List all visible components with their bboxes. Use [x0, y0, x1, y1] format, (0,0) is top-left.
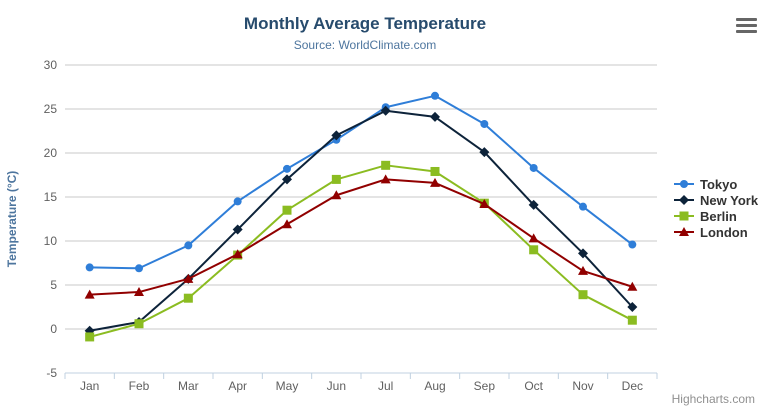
legend-label-london: London [700, 224, 748, 240]
x-axis-label-aug: Aug [424, 379, 445, 393]
new-york-legend-symbol [679, 195, 689, 205]
hamburger-menu-icon [734, 18, 758, 33]
london-point-sep[interactable] [479, 199, 490, 209]
london-point-mar[interactable] [183, 273, 194, 283]
new-york-point-nov[interactable] [578, 248, 588, 259]
legend-item-berlin[interactable]: Berlin [673, 208, 758, 224]
tokyo-point-jan[interactable] [85, 263, 94, 272]
legend-item-new-york[interactable]: New York [673, 192, 758, 208]
x-axis-label-dec: Dec [622, 379, 643, 393]
chart-subtitle: Source: WorldClimate.com [293, 38, 437, 52]
tokyo-point-nov[interactable] [579, 202, 587, 211]
berlin-point-aug[interactable] [430, 166, 440, 176]
y-axis-tick-label: 20 [44, 146, 58, 160]
y-axis-tick-label: 15 [44, 190, 58, 204]
berlin-point-nov[interactable] [578, 290, 588, 300]
x-axis-label-mar: Mar [178, 379, 199, 393]
tokyo-point-apr[interactable] [233, 197, 242, 206]
tokyo-point-aug[interactable] [431, 91, 439, 100]
chart-title: Monthly Average Temperature [243, 14, 487, 33]
legend-label-berlin: Berlin [700, 208, 737, 224]
new-york-point-apr[interactable] [232, 224, 243, 235]
x-axis-label-nov: Nov [572, 379, 593, 393]
london-point-jul[interactable] [380, 174, 391, 184]
y-axis-tick-label: 5 [50, 278, 57, 292]
london-point-apr[interactable] [232, 249, 243, 259]
berlin-line [88, 164, 634, 338]
new-york-point-sep[interactable] [479, 147, 490, 158]
london-point-oct[interactable] [528, 233, 539, 243]
new-york-point-dec[interactable] [627, 302, 638, 312]
new-york-diamond-legend-marker-icon [674, 195, 694, 205]
london-point-aug[interactable] [430, 177, 440, 187]
tokyo-point-mar[interactable] [184, 241, 193, 250]
chart-context-menu-button[interactable] [734, 17, 758, 37]
x-axis-label-oct: Oct [524, 379, 543, 393]
x-axis-label-feb: Feb [129, 379, 150, 393]
tokyo-legend-symbol [680, 180, 688, 188]
legend-item-tokyo[interactable]: Tokyo [673, 176, 758, 192]
y-axis-tick-label: 0 [50, 322, 57, 336]
london-point-jan[interactable] [84, 289, 95, 299]
london-point-may[interactable] [282, 219, 292, 229]
y-axis-tick-label: -5 [46, 366, 57, 380]
berlin-square-legend-marker-icon [674, 211, 694, 221]
berlin-point-oct[interactable] [529, 245, 539, 255]
tokyo-point-feb[interactable] [135, 264, 143, 273]
new-york-point-jul[interactable] [380, 105, 391, 116]
highcharts-credits-link[interactable]: Highcharts.com [671, 392, 755, 406]
x-axis-label-jul: Jul [378, 379, 393, 393]
x-axis-label-may: May [276, 379, 299, 393]
legend-item-london[interactable]: London [673, 224, 758, 240]
berlin-point-jul[interactable] [381, 160, 391, 170]
y-axis-tick-label: 10 [44, 234, 58, 248]
tokyo-point-sep[interactable] [480, 119, 489, 128]
new-york-point-may[interactable] [282, 174, 292, 185]
x-axis-label-apr: Apr [228, 379, 247, 393]
london-point-jun[interactable] [331, 190, 342, 200]
berlin-point-dec[interactable] [627, 315, 637, 325]
tokyo-point-may[interactable] [283, 164, 291, 173]
legend-label-tokyo: Tokyo [700, 176, 738, 192]
berlin-point-may[interactable] [282, 205, 292, 215]
berlin-point-mar[interactable] [183, 293, 193, 303]
berlin-point-jan[interactable] [85, 332, 95, 342]
new-york-point-jun[interactable] [331, 130, 342, 141]
y-axis-tick-label: 25 [44, 102, 58, 116]
london-triangle-legend-marker-icon [674, 227, 694, 236]
y-axis-title: Temperature (°C) [5, 171, 19, 268]
x-axis-label-jan: Jan [80, 379, 99, 393]
legend-label-new-york: New York [700, 192, 759, 208]
legend: Tokyo New York Berlin London [673, 176, 758, 240]
berlin-point-jun[interactable] [331, 174, 341, 184]
tokyo-point-oct[interactable] [529, 163, 538, 172]
y-axis-tick-label: 30 [44, 58, 58, 72]
x-axis-label-sep: Sep [474, 379, 496, 393]
london-line [88, 178, 634, 296]
tokyo-circle-legend-marker-icon [674, 180, 694, 188]
london-point-feb[interactable] [134, 287, 144, 297]
new-york-point-oct[interactable] [528, 199, 539, 210]
new-york-point-aug[interactable] [430, 111, 440, 122]
new-york-line [88, 109, 634, 332]
tokyo-line [88, 94, 634, 270]
berlin-legend-symbol [679, 211, 689, 221]
london-point-dec[interactable] [627, 281, 638, 291]
berlin-point-feb[interactable] [134, 319, 144, 329]
tokyo-point-dec[interactable] [628, 240, 637, 249]
x-axis-label-jun: Jun [327, 379, 346, 393]
london-point-nov[interactable] [578, 265, 588, 275]
london-legend-symbol [679, 227, 689, 236]
